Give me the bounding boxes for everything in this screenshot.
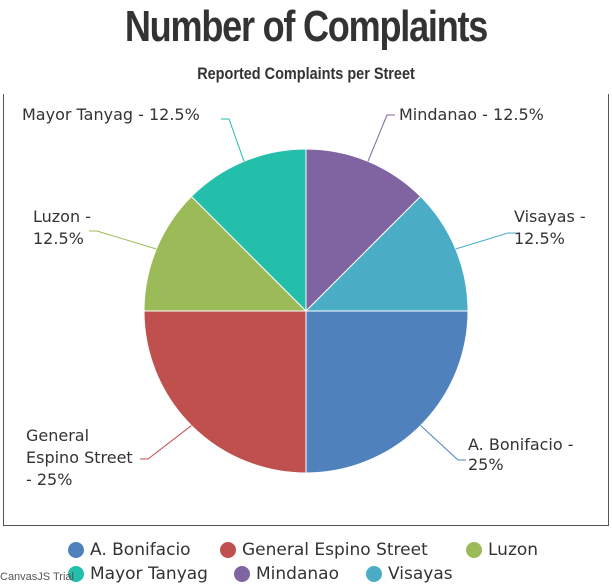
slice-label: Mayor Tanyag - 12.5%: [22, 105, 200, 124]
legend-row: A. Bonifacio General Espino Street Luzon: [0, 538, 612, 562]
pie-slices: [143, 148, 469, 474]
legend-label: Luzon: [488, 540, 539, 560]
leader-line: [221, 118, 245, 162]
legend-marker-icon: [68, 566, 84, 582]
legend-label: Visayas: [388, 564, 453, 584]
chart-title: Number of Complaints: [124, 2, 489, 51]
pie-slice-luzon[interactable]: [143, 195, 308, 312]
pie-slice-a-bonifacio[interactable]: [305, 310, 469, 474]
legend-marker-icon: [68, 542, 84, 558]
legend-label: A. Bonifacio: [90, 540, 191, 560]
pie-slice-visayas[interactable]: [304, 195, 469, 312]
legend-row: Mayor Tanyag Mindanao Visayas: [0, 562, 612, 586]
pie-slice-general-espino-street[interactable]: [143, 310, 307, 474]
pie-slice-mayor-tanyag[interactable]: [190, 148, 307, 313]
slice-label: Mindanao - 12.5%: [399, 105, 544, 124]
slice-label: General Espino Street - 25%: [26, 426, 133, 489]
legend-item-luzon[interactable]: Luzon: [466, 538, 538, 562]
legend-item-visayas[interactable]: Visayas: [366, 562, 453, 586]
legend-marker-icon: [466, 542, 482, 558]
legend-label: General Espino Street: [242, 540, 428, 560]
legend-label: Mayor Tanyag: [90, 564, 208, 584]
legend-item-mayor-tanyag[interactable]: Mayor Tanyag: [68, 562, 208, 586]
slice-label: A. Bonifacio -25%: [468, 435, 574, 474]
leader-line: [367, 114, 395, 162]
legend-item-general-espino-street[interactable]: General Espino Street: [220, 538, 428, 562]
slice-label: Luzon -12.5%: [33, 207, 91, 248]
leader-line: [140, 425, 192, 460]
pie-leader-lines: [89, 114, 516, 461]
pie-labels: A. Bonifacio -25% General Espino Street - 2…: [22, 105, 586, 489]
slice-label: Visayas -12.5%: [514, 207, 586, 248]
leader-line: [420, 425, 466, 461]
plot-area-border: [3, 94, 609, 526]
leader-line: [89, 230, 157, 250]
legend-marker-icon: [366, 566, 382, 582]
pie-slice-mindanao[interactable]: [305, 148, 422, 313]
legend-marker-icon: [234, 566, 250, 582]
watermark: CanvasJS Trial: [0, 571, 74, 583]
chart-subtitle: Reported Complaints per Street: [197, 64, 415, 83]
legend-label: Mindanao: [256, 564, 339, 584]
legend-item-mindanao[interactable]: Mindanao: [234, 562, 339, 586]
leader-line: [455, 232, 516, 250]
legend-marker-icon: [220, 542, 236, 558]
legend-item-a-bonifacio[interactable]: A. Bonifacio: [68, 538, 191, 562]
